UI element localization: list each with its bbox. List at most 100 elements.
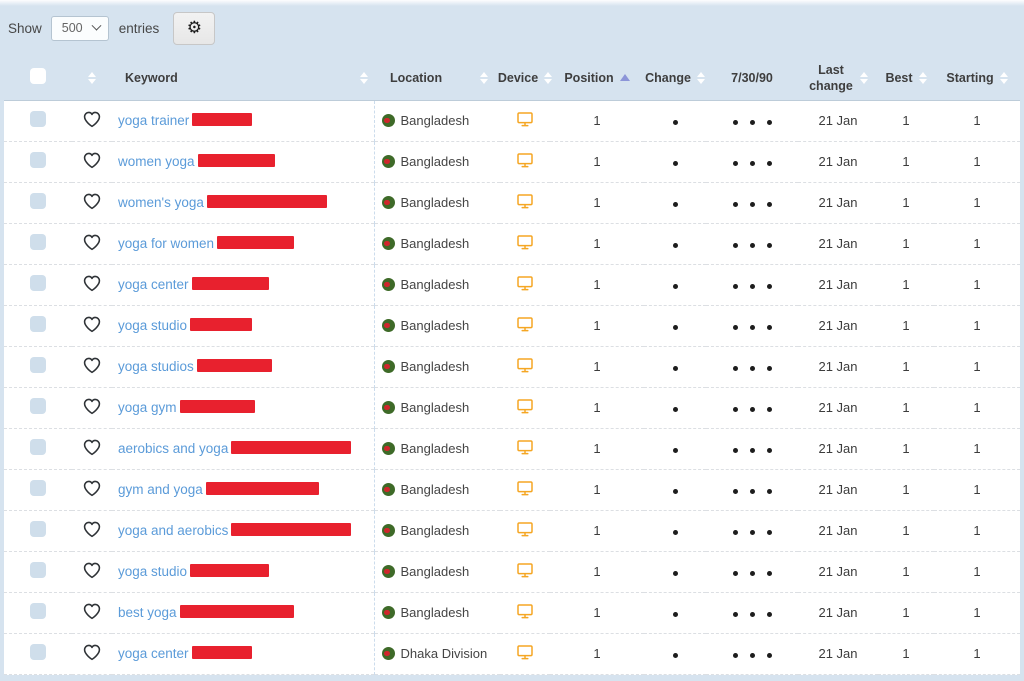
table-row: yoga studio Bangladesh 1 21 Jan 1 1: [4, 305, 1020, 346]
sort-icon[interactable]: [999, 71, 1008, 84]
location-cell: Bangladesh: [373, 223, 500, 264]
sort-icon[interactable]: [544, 71, 553, 84]
location-cell: Bangladesh: [373, 346, 500, 387]
device-cell: [500, 182, 550, 223]
row-checkbox[interactable]: [30, 562, 46, 578]
desktop-device-icon: [517, 111, 533, 130]
row-checkbox[interactable]: [30, 439, 46, 455]
redaction-bar: [190, 318, 253, 331]
device-cell: [500, 346, 550, 387]
last-change-value: 21 Jan: [818, 523, 858, 538]
heart-icon[interactable]: [83, 603, 101, 620]
trend-column-header[interactable]: 7/30/90: [706, 56, 798, 101]
device-column-header[interactable]: Device: [498, 56, 553, 101]
location-label: Bangladesh: [400, 113, 470, 128]
redaction-bar: [179, 605, 294, 618]
favorite-cell: [72, 264, 112, 305]
device-cell: [500, 469, 550, 510]
table-row: yoga studio Bangladesh 1 21 Jan 1 1: [4, 551, 1020, 592]
keyword-column-header[interactable]: Keyword: [112, 56, 374, 101]
heart-icon[interactable]: [83, 644, 101, 661]
heart-icon[interactable]: [83, 193, 101, 210]
heart-icon[interactable]: [83, 439, 101, 456]
keyword-link[interactable]: women yoga: [118, 154, 195, 169]
keyword-link[interactable]: yoga trainer: [118, 113, 190, 128]
heart-icon[interactable]: [83, 521, 101, 538]
best-value: 1: [902, 523, 910, 538]
heart-icon[interactable]: [83, 275, 101, 292]
last-change-value: 21 Jan: [818, 318, 858, 333]
row-checkbox[interactable]: [30, 111, 46, 127]
change-dot: [672, 161, 678, 166]
location-cell: Bangladesh: [373, 182, 500, 223]
keyword-link[interactable]: best yoga: [118, 605, 177, 620]
keyword-cell: yoga center: [112, 264, 374, 305]
favorite-sort-header[interactable]: [72, 56, 112, 101]
keyword-link[interactable]: yoga studio: [118, 564, 188, 579]
select-all-header[interactable]: [4, 56, 72, 101]
change-column-header[interactable]: Change: [644, 56, 706, 101]
keyword-link[interactable]: yoga studios: [118, 359, 194, 374]
best-column-header[interactable]: Best: [878, 56, 934, 101]
sort-icon[interactable]: [860, 71, 868, 84]
heart-icon[interactable]: [83, 111, 101, 128]
position-value: 1: [593, 277, 601, 292]
heart-icon[interactable]: [83, 562, 101, 579]
row-checkbox[interactable]: [30, 644, 46, 660]
heart-icon[interactable]: [83, 316, 101, 333]
trend-dots: [732, 448, 772, 453]
starting-value: 1: [973, 236, 981, 251]
keyword-link[interactable]: gym and yoga: [118, 482, 203, 497]
location-label: Bangladesh: [400, 564, 470, 579]
heart-icon[interactable]: [83, 398, 101, 415]
settings-button[interactable]: ⚙: [173, 11, 216, 45]
heart-icon[interactable]: [83, 234, 101, 251]
sort-ascending-icon[interactable]: [619, 74, 630, 82]
position-value: 1: [593, 646, 601, 661]
last-change-column-header[interactable]: Last change: [798, 56, 878, 101]
location-column-header[interactable]: Location: [374, 56, 500, 101]
trend-dots: [732, 161, 772, 166]
row-checkbox[interactable]: [30, 316, 46, 332]
desktop-device-icon: [517, 603, 533, 622]
row-checkbox[interactable]: [30, 357, 46, 373]
best-value: 1: [902, 482, 910, 497]
keyword-link[interactable]: yoga for women: [118, 236, 215, 251]
starting-column-header[interactable]: Starting: [934, 56, 1020, 101]
row-checkbox[interactable]: [30, 480, 46, 496]
keyword-link[interactable]: yoga gym: [118, 400, 177, 415]
keyword-link[interactable]: yoga and aerobics: [118, 523, 229, 538]
row-checkbox[interactable]: [30, 234, 46, 250]
sort-icon[interactable]: [360, 71, 368, 84]
best-value: 1: [902, 113, 910, 128]
table-row: gym and yoga Bangladesh 1 21 Jan 1 1: [4, 469, 1020, 510]
best-value: 1: [902, 646, 910, 661]
heart-icon[interactable]: [83, 357, 101, 374]
trend-cell: [706, 100, 798, 141]
last-change-value: 21 Jan: [818, 154, 858, 169]
row-checkbox[interactable]: [30, 275, 46, 291]
change-cell: [644, 223, 706, 264]
keyword-link[interactable]: yoga center: [118, 646, 189, 661]
sort-icon[interactable]: [480, 71, 488, 84]
position-column-header[interactable]: Position: [550, 56, 644, 101]
keyword-link[interactable]: yoga center: [118, 277, 189, 292]
select-all-checkbox[interactable]: [30, 68, 46, 85]
row-checkbox[interactable]: [30, 193, 46, 209]
page-size-select[interactable]: 500: [50, 15, 109, 41]
heart-icon[interactable]: [83, 480, 101, 497]
keyword-link[interactable]: aerobics and yoga: [118, 441, 229, 456]
row-checkbox[interactable]: [30, 521, 46, 537]
sort-icon[interactable]: [918, 71, 927, 84]
location-label: Bangladesh: [400, 318, 470, 333]
keyword-link[interactable]: yoga studio: [118, 318, 188, 333]
row-checkbox[interactable]: [30, 152, 46, 168]
keyword-cell: gym and yoga: [112, 469, 374, 510]
keyword-link[interactable]: women's yoga: [118, 195, 204, 210]
sort-icon[interactable]: [88, 71, 96, 84]
trend-cell: [706, 510, 798, 551]
row-checkbox[interactable]: [30, 398, 46, 414]
heart-icon[interactable]: [83, 152, 101, 169]
row-checkbox[interactable]: [30, 603, 46, 619]
sort-icon[interactable]: [696, 71, 705, 84]
